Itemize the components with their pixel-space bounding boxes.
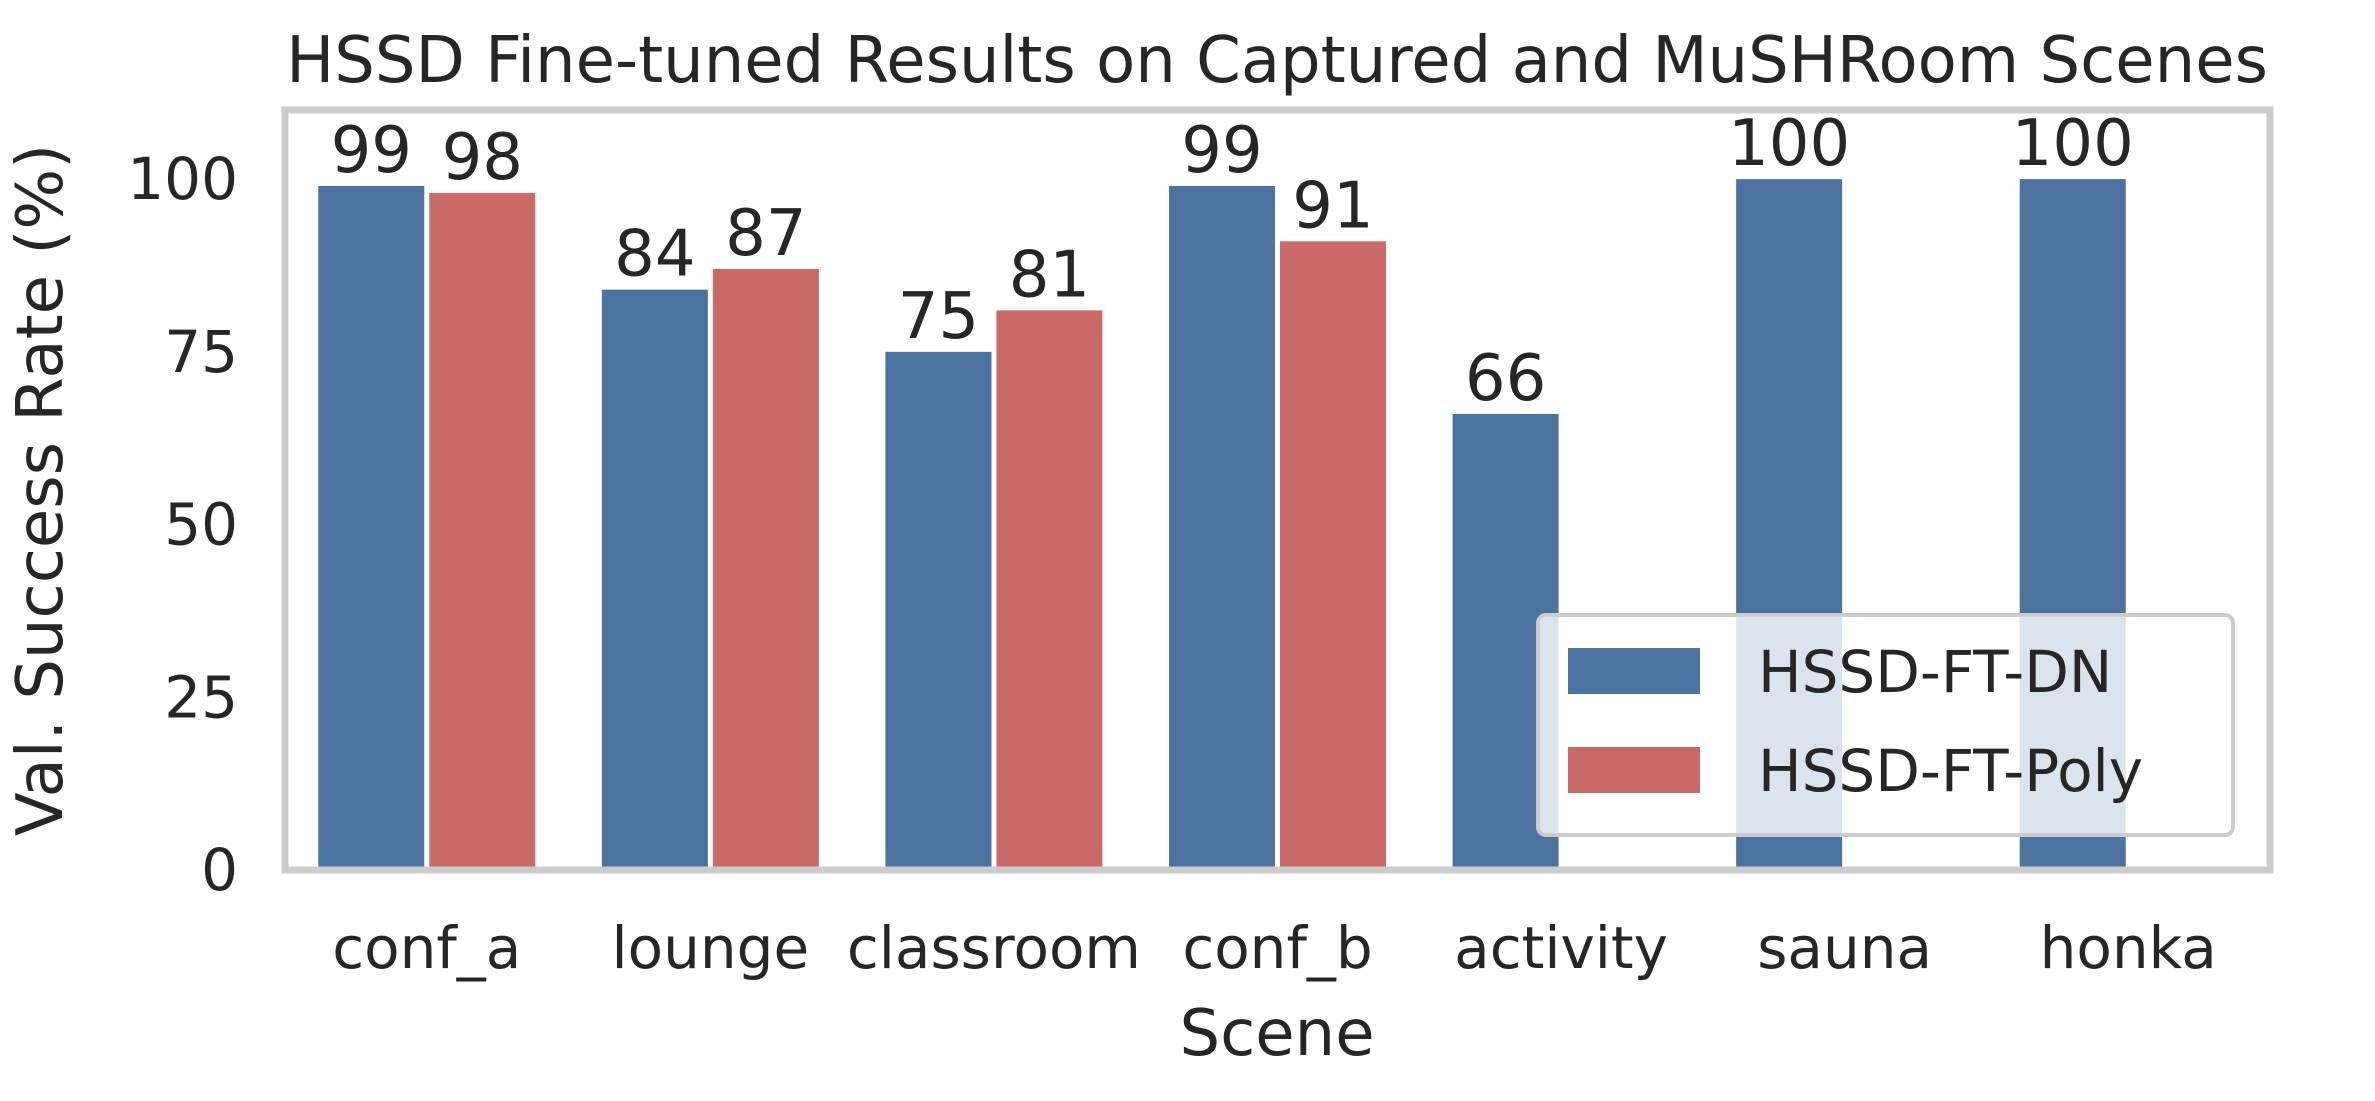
- x-tick-label-honka: honka: [2040, 914, 2217, 982]
- y-axis-label: Val. Success Rate (%): [4, 144, 78, 836]
- y-tick-label-100: 100: [127, 145, 238, 213]
- data-label-conf_a-hssd-ft-dn: 99: [331, 114, 412, 188]
- x-tick-label-sauna: sauna: [1757, 914, 1932, 982]
- data-label-classroom-hssd-ft-dn: 75: [898, 280, 979, 354]
- y-tick-label-50: 50: [164, 491, 238, 559]
- legend: HSSD-FT-DN HSSD-FT-Poly: [1536, 613, 2235, 837]
- data-label-conf_a-hssd-ft-poly: 98: [442, 121, 523, 195]
- y-tick-label-75: 75: [164, 318, 238, 386]
- bar-classroom-hssd-ft-poly: [996, 310, 1103, 870]
- legend-label-hssd-ft-poly: HSSD-FT-Poly: [1758, 737, 2143, 805]
- data-label-sauna-hssd-ft-dn: 100: [1728, 107, 1850, 181]
- legend-box: [1536, 613, 2235, 837]
- x-tick-label-activity: activity: [1454, 914, 1668, 982]
- legend-swatch-hssd-ft-dn: [1568, 648, 1700, 694]
- data-labels-layer: 99 98 84 87 75 81 99 91 66 100 100: [331, 107, 2134, 416]
- data-label-lounge-hssd-ft-dn: 84: [614, 218, 695, 292]
- bar-conf_a-hssd-ft-poly: [429, 192, 536, 871]
- bar-lounge-hssd-ft-dn: [601, 289, 708, 870]
- bar-conf_a-hssd-ft-dn: [318, 186, 425, 870]
- data-label-lounge-hssd-ft-poly: 87: [725, 197, 806, 271]
- x-tick-label-classroom: classroom: [847, 914, 1141, 982]
- legend-label-hssd-ft-dn: HSSD-FT-DN: [1758, 638, 2112, 706]
- x-axis-label: Scene: [1179, 997, 1374, 1071]
- bar-lounge-hssd-ft-poly: [712, 268, 819, 871]
- legend-swatch-hssd-ft-poly: [1568, 747, 1700, 793]
- x-tick-label-conf_a: conf_a: [332, 914, 521, 982]
- bar-classroom-hssd-ft-dn: [885, 351, 992, 870]
- x-tick-label-conf_b: conf_b: [1182, 914, 1372, 982]
- plot-frame: [281, 106, 2274, 874]
- bar-conf_b-hssd-ft-dn: [1169, 186, 1275, 870]
- data-label-activity-hssd-ft-dn: 66: [1465, 342, 1546, 416]
- data-label-conf_b-hssd-ft-poly: 91: [1292, 169, 1373, 243]
- y-tick-label-0: 0: [201, 836, 238, 904]
- data-label-honka-hssd-ft-dn: 100: [2012, 107, 2134, 181]
- data-label-conf_b-hssd-ft-dn: 99: [1181, 114, 1262, 188]
- y-tick-label-25: 25: [164, 663, 238, 731]
- ticks-layer: conf_a lounge classroom conf_b activity sauna…: [127, 145, 2216, 982]
- data-label-classroom-hssd-ft-poly: 81: [1009, 238, 1090, 312]
- x-tick-label-lounge: lounge: [612, 914, 810, 982]
- chart-title: HSSD Fine-tuned Results on Captured and …: [286, 24, 2268, 98]
- bar-conf_b-hssd-ft-poly: [1280, 241, 1386, 871]
